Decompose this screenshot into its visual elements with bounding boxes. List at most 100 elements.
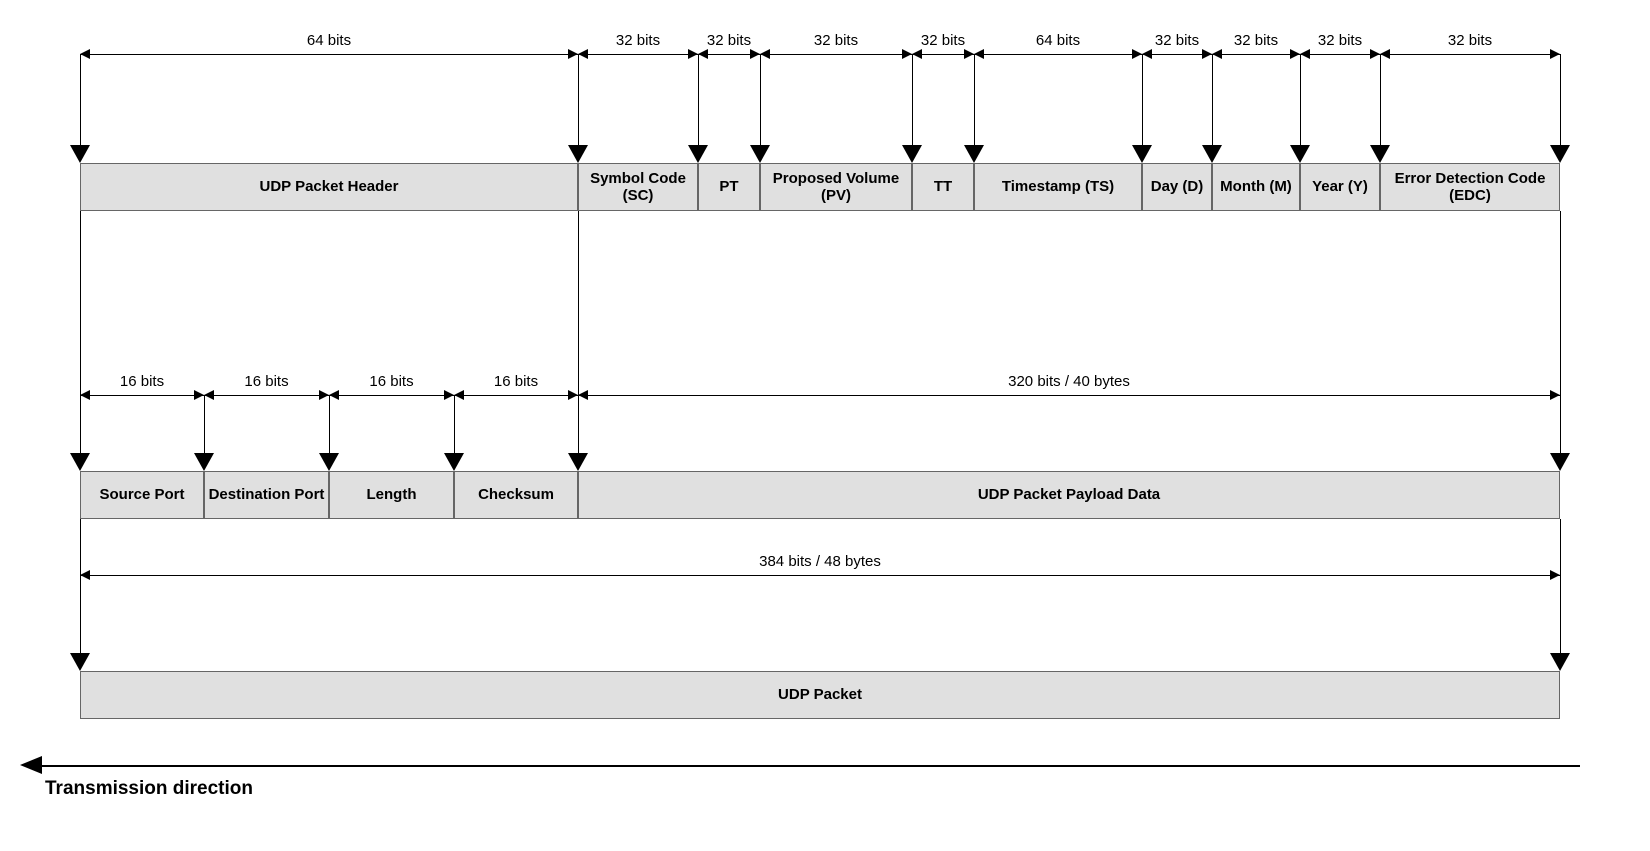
dim-top-8-line xyxy=(1300,54,1380,55)
field-pv: Proposed Volume (PV) xyxy=(760,163,912,211)
dim-top-9-arrow-l xyxy=(1380,49,1390,59)
dim-top-5-arrow-l xyxy=(974,49,984,59)
dim-top-2-arrow-l xyxy=(698,49,708,59)
drop1-5-head xyxy=(964,145,984,163)
dim-payload-label: 320 bits / 40 bytes xyxy=(1008,373,1130,390)
drop1-3-head xyxy=(750,145,770,163)
drop3-R-stem xyxy=(1560,575,1561,657)
dim-hdr-2-label: 16 bits xyxy=(369,373,413,390)
dim-top-8-arrow-l xyxy=(1300,49,1310,59)
dim-hdr-3-arrow-r xyxy=(568,390,578,400)
drop2-3-stem xyxy=(454,395,455,457)
field-tt: TT xyxy=(912,163,974,211)
dim-top-4-arrow-l xyxy=(912,49,922,59)
drop1-6-head xyxy=(1132,145,1152,163)
dim-top-3-line xyxy=(760,54,912,55)
drop2-0-stem xyxy=(80,395,81,457)
field-checksum: Checksum xyxy=(454,471,578,519)
dim-top-1-arrow-l xyxy=(578,49,588,59)
conn-tot-l xyxy=(80,519,81,575)
field-length: Length xyxy=(329,471,454,519)
dim-top-6-arrow-l xyxy=(1142,49,1152,59)
dim-top-3-arrow-l xyxy=(760,49,770,59)
dim-payload-line xyxy=(578,395,1560,396)
conn-tot-r xyxy=(1560,519,1561,575)
field-udp-packet: UDP Packet xyxy=(80,671,1560,719)
field-payload: UDP Packet Payload Data xyxy=(578,471,1560,519)
field-source-port: Source Port xyxy=(80,471,204,519)
packet-diagram: UDP Packet HeaderSymbol Code (SC)PTPropo… xyxy=(20,20,1630,831)
drop1-1-head xyxy=(568,145,588,163)
drop2-1-head xyxy=(194,453,214,471)
dim-total-label: 384 bits / 48 bytes xyxy=(759,553,881,570)
dim-hdr-1-arrow-r xyxy=(319,390,329,400)
drop1-10-stem xyxy=(1560,54,1561,149)
dim-total-arrow-r xyxy=(1550,570,1560,580)
trans-arrow xyxy=(20,756,42,774)
drop2-2-head xyxy=(319,453,339,471)
drop1-6-stem xyxy=(1142,54,1143,149)
conn-mid xyxy=(578,211,579,395)
dim-top-0-line xyxy=(80,54,578,55)
conn-left xyxy=(80,211,81,395)
drop2-R-stem xyxy=(1560,395,1561,457)
dim-hdr-3-arrow-l xyxy=(454,390,464,400)
dim-hdr-0-line xyxy=(80,395,204,396)
field-edc: Error Detection Code (EDC) xyxy=(1380,163,1560,211)
dim-total-arrow-l xyxy=(80,570,90,580)
drop1-8-head xyxy=(1290,145,1310,163)
drop1-9-head xyxy=(1370,145,1390,163)
dim-top-0-arrow-l xyxy=(80,49,90,59)
trans-line xyxy=(30,765,1580,767)
dim-top-3-arrow-r xyxy=(902,49,912,59)
dim-hdr-1-line xyxy=(204,395,329,396)
dim-top-1-line xyxy=(578,54,698,55)
drop2-0-head xyxy=(70,453,90,471)
drop1-9-stem xyxy=(1380,54,1381,149)
dim-top-2-arrow-r xyxy=(750,49,760,59)
field-year: Year (Y) xyxy=(1300,163,1380,211)
drop1-0-stem xyxy=(80,54,81,149)
drop1-3-stem xyxy=(760,54,761,149)
dim-hdr-1-label: 16 bits xyxy=(244,373,288,390)
drop3-L-head xyxy=(70,653,90,671)
dim-top-9-arrow-r xyxy=(1550,49,1560,59)
field-udp-header: UDP Packet Header xyxy=(80,163,578,211)
drop1-7-stem xyxy=(1212,54,1213,149)
drop1-5-stem xyxy=(974,54,975,149)
dim-top-1-label: 32 bits xyxy=(616,32,660,49)
dim-hdr-3-line xyxy=(454,395,578,396)
dim-hdr-0-label: 16 bits xyxy=(120,373,164,390)
dim-hdr-3-label: 16 bits xyxy=(494,373,538,390)
dim-top-5-label: 64 bits xyxy=(1036,32,1080,49)
dim-top-2-label: 32 bits xyxy=(707,32,751,49)
drop1-10-head xyxy=(1550,145,1570,163)
dim-top-6-arrow-r xyxy=(1202,49,1212,59)
drop1-7-head xyxy=(1202,145,1222,163)
dim-top-7-line xyxy=(1212,54,1300,55)
drop3-R-head xyxy=(1550,653,1570,671)
drop1-4-head xyxy=(902,145,922,163)
dim-top-7-label: 32 bits xyxy=(1234,32,1278,49)
transmission-label: Transmission direction xyxy=(45,778,253,800)
drop2-R-head xyxy=(1550,453,1570,471)
drop2-2-stem xyxy=(329,395,330,457)
dim-total-line xyxy=(80,575,1560,576)
drop2-4-stem xyxy=(578,395,579,457)
dim-top-5-arrow-r xyxy=(1132,49,1142,59)
field-month: Month (M) xyxy=(1212,163,1300,211)
dim-top-4-label: 32 bits xyxy=(921,32,965,49)
dim-top-0-label: 64 bits xyxy=(307,32,351,49)
drop1-1-stem xyxy=(578,54,579,149)
drop1-2-stem xyxy=(698,54,699,149)
conn-right xyxy=(1560,211,1561,395)
dim-hdr-2-arrow-r xyxy=(444,390,454,400)
dim-top-8-arrow-r xyxy=(1370,49,1380,59)
field-day: Day (D) xyxy=(1142,163,1212,211)
dim-top-3-label: 32 bits xyxy=(814,32,858,49)
field-pt: PT xyxy=(698,163,760,211)
dim-top-1-arrow-r xyxy=(688,49,698,59)
dim-top-8-label: 32 bits xyxy=(1318,32,1362,49)
drop1-8-stem xyxy=(1300,54,1301,149)
drop2-3-head xyxy=(444,453,464,471)
